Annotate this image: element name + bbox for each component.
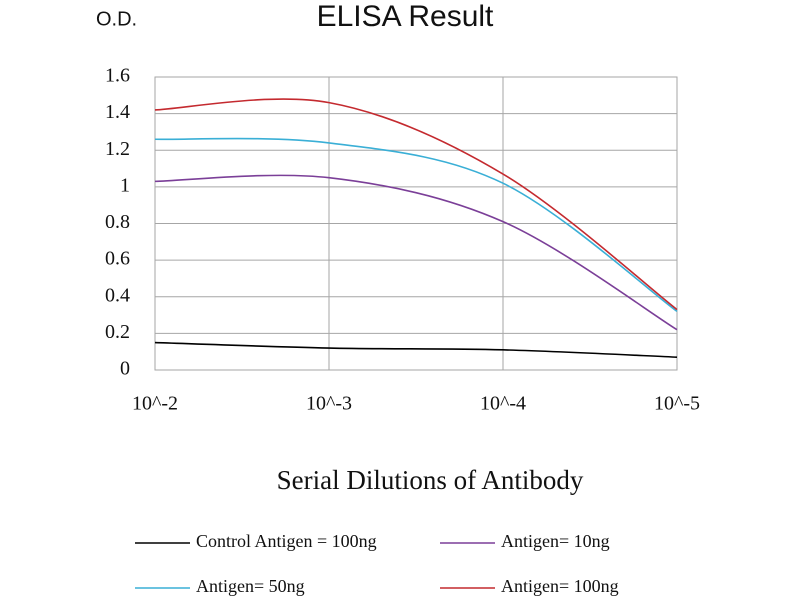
data-line [154,174,678,331]
chart-title: ELISA Result [317,0,494,33]
x-axis-title: Serial Dilutions of Antibody [277,465,584,495]
legend-label: Antigen= 100ng [501,576,619,596]
plot-frame [154,76,678,371]
y-tick-label: 1.2 [105,138,130,160]
y-tick-label: 0.2 [105,321,130,343]
y-tick-label: 0.4 [105,284,130,306]
y-tick-label: 1 [120,174,130,196]
x-tick-label: 10^-5 [654,393,700,415]
y-axis-title: O.D. [96,8,137,30]
y-tick-label: 1.4 [105,101,130,123]
y-tick-label: 1.6 [105,65,130,87]
data-line [154,341,678,358]
y-tick-label: 0.6 [105,248,130,270]
data-line [154,98,678,311]
legend-label: Control Antigen = 100ng [196,531,377,551]
legend-label: Antigen= 10ng [501,531,610,551]
y-tick-label: 0.8 [105,211,130,233]
legend-label: Antigen= 50ng [196,576,305,596]
x-tick-label: 10^-4 [480,393,526,415]
y-tick-label: 0 [120,358,130,380]
x-tick-label: 10^-2 [132,393,178,415]
data-line [154,137,678,313]
x-tick-label: 10^-3 [306,393,352,415]
